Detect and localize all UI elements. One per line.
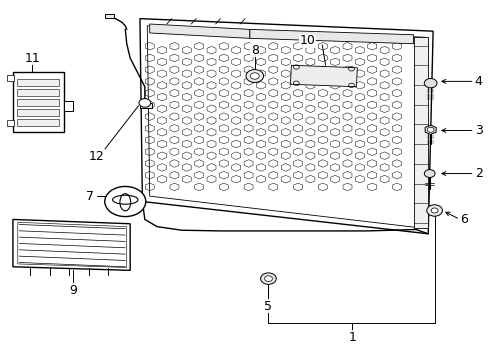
- Polygon shape: [250, 30, 414, 44]
- Polygon shape: [150, 24, 250, 39]
- Polygon shape: [13, 220, 130, 270]
- Text: 10: 10: [299, 34, 316, 48]
- Circle shape: [246, 69, 264, 82]
- Bar: [140, 103, 152, 108]
- Circle shape: [105, 186, 146, 217]
- Bar: [7, 75, 14, 81]
- Polygon shape: [414, 37, 428, 228]
- Circle shape: [431, 208, 438, 213]
- Text: 4: 4: [475, 75, 483, 88]
- Text: 8: 8: [251, 44, 259, 57]
- Circle shape: [427, 205, 442, 216]
- Text: 12: 12: [89, 150, 104, 163]
- Text: 1: 1: [348, 330, 356, 343]
- Bar: [17, 119, 59, 126]
- Text: 9: 9: [69, 284, 77, 297]
- Circle shape: [265, 276, 272, 282]
- Bar: [105, 14, 114, 18]
- Text: 5: 5: [265, 300, 272, 313]
- Circle shape: [250, 73, 259, 79]
- Bar: [13, 72, 64, 132]
- Circle shape: [139, 99, 151, 107]
- Bar: [17, 79, 59, 86]
- Bar: [17, 99, 59, 106]
- Polygon shape: [425, 125, 436, 134]
- Text: 3: 3: [475, 124, 483, 137]
- Polygon shape: [291, 65, 357, 87]
- Bar: [17, 109, 59, 116]
- Text: 2: 2: [475, 167, 483, 180]
- Bar: [7, 120, 14, 126]
- Circle shape: [261, 273, 276, 284]
- Polygon shape: [140, 19, 433, 234]
- Text: 7: 7: [86, 190, 94, 203]
- Circle shape: [424, 170, 435, 177]
- Bar: [17, 89, 59, 96]
- Circle shape: [427, 127, 434, 132]
- Text: 6: 6: [460, 213, 468, 226]
- Text: 11: 11: [24, 51, 40, 64]
- Bar: [64, 101, 73, 111]
- Circle shape: [424, 78, 437, 88]
